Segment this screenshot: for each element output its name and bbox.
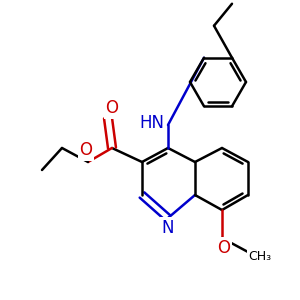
Text: O: O <box>80 141 92 159</box>
Text: HN: HN <box>140 114 164 132</box>
Text: CH₃: CH₃ <box>248 250 272 262</box>
Text: N: N <box>162 219 174 237</box>
Text: O: O <box>106 99 118 117</box>
Text: O: O <box>218 239 230 257</box>
